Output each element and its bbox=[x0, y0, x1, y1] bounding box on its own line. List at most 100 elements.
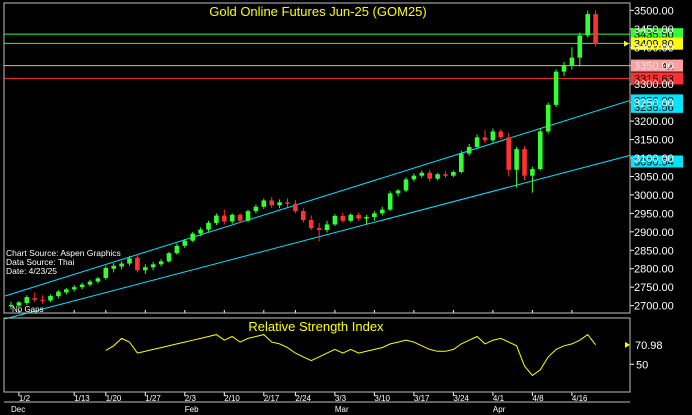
price-tick-label: 3100.00 bbox=[634, 153, 674, 165]
level-badge bbox=[631, 59, 683, 72]
rsi-last-arrow bbox=[625, 341, 630, 348]
level-badge bbox=[631, 37, 683, 50]
price-tick-label: 2950.00 bbox=[634, 208, 674, 220]
candle-body bbox=[158, 261, 164, 265]
candle-body bbox=[64, 289, 69, 293]
candle-body bbox=[150, 264, 156, 268]
candle-body bbox=[40, 299, 45, 301]
candle-body bbox=[395, 190, 401, 194]
price-tick-label: 3150.00 bbox=[634, 135, 674, 147]
price-tick-label: 3500.00 bbox=[634, 5, 674, 17]
candle-body bbox=[538, 131, 543, 170]
level-badge bbox=[631, 155, 683, 168]
candle-body bbox=[411, 175, 417, 180]
price-tick-label: 3400.00 bbox=[634, 42, 674, 54]
candle-body bbox=[506, 137, 511, 170]
candle-body bbox=[324, 224, 330, 230]
date-tick-label: 3/24 bbox=[453, 394, 469, 403]
candle-body bbox=[316, 228, 322, 230]
candle-body bbox=[522, 149, 527, 176]
candle-body bbox=[8, 304, 14, 307]
candle-body bbox=[71, 287, 77, 290]
date-tick-label: 2/3 bbox=[185, 394, 197, 403]
candle-body bbox=[466, 146, 472, 154]
candle-body bbox=[24, 297, 30, 304]
rsi-last-label: 70.98 bbox=[635, 340, 663, 352]
price-tick-label: 3000.00 bbox=[634, 190, 674, 202]
candle-body bbox=[530, 169, 535, 176]
candle-body bbox=[48, 296, 53, 301]
candle-body bbox=[174, 245, 180, 254]
candle-body bbox=[135, 257, 140, 271]
candle-body bbox=[340, 215, 346, 221]
candle-body bbox=[111, 265, 116, 269]
channel-lower-line bbox=[4, 154, 631, 320]
candle-body bbox=[332, 215, 338, 225]
price-tick-label: 3350.00 bbox=[634, 61, 674, 73]
price-tick-label: 2900.00 bbox=[634, 227, 674, 239]
price-tick-label: 3250.00 bbox=[634, 98, 674, 110]
candle-body bbox=[364, 217, 369, 219]
month-label: Mar bbox=[335, 405, 349, 414]
date-tick-label: 2/24 bbox=[295, 394, 311, 403]
date-tick-label: 4/8 bbox=[532, 394, 544, 403]
price-tick-label: 2700.00 bbox=[634, 301, 674, 313]
candle-body bbox=[32, 298, 37, 300]
candle-body bbox=[245, 211, 251, 221]
data-source-text: Data Source: Thai bbox=[6, 257, 74, 267]
level-badge-label: 3315.63 bbox=[634, 73, 674, 85]
date-tick-label: 1/13 bbox=[74, 394, 90, 403]
candle-body bbox=[229, 214, 235, 222]
candle-body bbox=[380, 209, 385, 214]
candle-body bbox=[103, 267, 109, 278]
date-tick-label: 1/27 bbox=[145, 394, 161, 403]
candle-body bbox=[585, 14, 590, 36]
date-text: Date: 4/23/25 bbox=[6, 266, 57, 276]
price-tick-label: 2750.00 bbox=[634, 282, 674, 294]
price-tick-label: 3200.00 bbox=[634, 116, 674, 128]
month-label: Apr bbox=[493, 405, 506, 414]
month-label: Dec bbox=[11, 405, 25, 414]
candle-body bbox=[237, 214, 243, 221]
candle-body bbox=[301, 211, 306, 220]
candle-body bbox=[95, 278, 101, 282]
date-tick-label: 1/20 bbox=[106, 394, 122, 403]
level-badge-label: 3409.80 bbox=[634, 39, 674, 51]
level-badge bbox=[631, 28, 683, 41]
candle-body bbox=[356, 214, 361, 219]
candle-body bbox=[348, 214, 353, 221]
candle-body bbox=[498, 131, 504, 138]
candle-body bbox=[56, 291, 61, 297]
date-tick-label: 3/17 bbox=[414, 394, 430, 403]
candle-body bbox=[293, 203, 298, 212]
candle-body bbox=[269, 200, 274, 206]
candle-body bbox=[387, 193, 393, 210]
rsi-title: Relative Strength Index bbox=[248, 319, 384, 334]
chart-source-text: Chart Source: Aspen Graphics bbox=[6, 248, 121, 258]
candle-body bbox=[253, 206, 259, 212]
candle-body bbox=[482, 137, 488, 141]
candle-body bbox=[143, 267, 148, 271]
price-tick-label: 3300.00 bbox=[634, 79, 674, 91]
date-tick-label: 2/17 bbox=[264, 394, 280, 403]
candle-body bbox=[285, 202, 290, 204]
candle-body bbox=[372, 213, 377, 218]
candle-body bbox=[427, 172, 432, 179]
price-tick-label: 2850.00 bbox=[634, 245, 674, 257]
candle-body bbox=[119, 263, 124, 267]
candle-body bbox=[277, 202, 282, 206]
candle-body bbox=[79, 284, 85, 288]
candle-body bbox=[561, 65, 567, 72]
price-tick-label: 2800.00 bbox=[634, 264, 674, 276]
candle-body bbox=[577, 35, 583, 58]
candle-body bbox=[553, 71, 559, 105]
last-price-arrow bbox=[624, 40, 629, 47]
price-tick-label: 3050.00 bbox=[634, 171, 674, 183]
price-panel-frame bbox=[3, 2, 631, 314]
candle-body bbox=[222, 215, 227, 222]
candle-body bbox=[459, 153, 464, 173]
candle-body bbox=[545, 104, 551, 132]
candle-body bbox=[490, 131, 496, 141]
